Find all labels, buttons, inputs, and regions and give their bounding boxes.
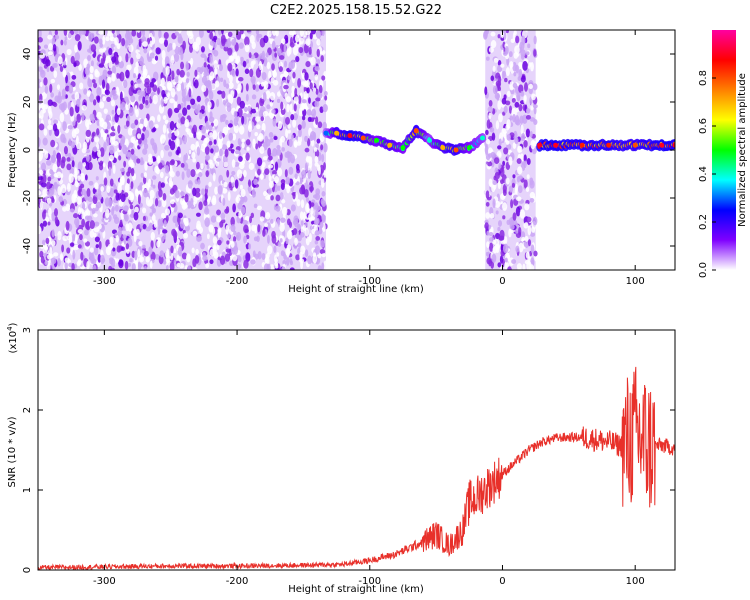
tone-point: [453, 147, 459, 153]
x-tick-label: -200: [226, 576, 249, 587]
tone-point: [537, 142, 543, 148]
y-tick-label: 0: [22, 147, 33, 153]
tone-point: [400, 145, 406, 151]
tone-point: [440, 145, 446, 151]
x-tick-label: 100: [626, 276, 645, 287]
y-tick-label: 40: [22, 48, 33, 61]
y-tick-label: 20: [22, 96, 33, 109]
x-tick-label: -300: [93, 576, 116, 587]
tone-point: [632, 142, 638, 148]
y-tick-label: 1: [22, 487, 33, 493]
tone-point: [606, 142, 612, 148]
snr-series-line: [38, 366, 675, 570]
x-tick-label: 0: [499, 276, 505, 287]
tone-point: [387, 142, 393, 148]
snr-panel: -300 -200 -100 0 100 0 1 2 3 (x104) Height of s…: [6, 322, 676, 595]
tone-point: [659, 142, 665, 148]
colorbar-tick-label: 0.4: [698, 166, 709, 182]
colorbar: 0.0 0.2 0.4 0.6 0.8 Normalized spectral ampl…: [698, 30, 748, 278]
colorbar-tick-label: 0.8: [698, 70, 709, 86]
snr-x-ticks: -300 -200 -100 0 100: [93, 330, 645, 587]
snr-x-label: Height of straight line (km): [288, 584, 424, 595]
x-tick-label: -100: [358, 576, 381, 587]
y-tick-label: 2: [22, 407, 33, 413]
spectrogram-y-label: Frequency (Hz): [7, 112, 18, 188]
colorbar-gradient: [712, 30, 736, 270]
tone-point: [360, 135, 366, 141]
y-tick-label: -20: [22, 190, 33, 206]
colorbar-tick-label: 0.2: [698, 214, 709, 230]
x-tick-label: 0: [499, 576, 505, 587]
tone-point: [373, 137, 379, 143]
y-tick-label: 0: [22, 567, 33, 573]
spectrogram-x-ticks: -300 -200 -100 0 100: [93, 30, 645, 287]
tone-point: [426, 137, 432, 143]
x-tick-label: -300: [93, 276, 116, 287]
tone-point: [579, 142, 585, 148]
tone-point: [347, 133, 353, 139]
x-tick-label: -100: [358, 276, 381, 287]
tone-point: [672, 142, 675, 148]
spectrogram-x-label: Height of straight line (km): [288, 284, 424, 295]
tone-point: [334, 130, 340, 136]
colorbar-tick-label: 0.0: [698, 262, 709, 278]
snr-y-label: SNR (10 * v/v): [7, 416, 18, 487]
spectrogram-y-ticks: -40 -20 0 20 40: [22, 48, 675, 254]
spectrogram-noise-layer: [38, 30, 538, 270]
figure-title: C2E2.2025.158.15.52.G22: [270, 3, 442, 18]
tone-point: [323, 130, 329, 136]
tone-point: [413, 128, 419, 134]
tone-point: [480, 135, 486, 141]
y-tick-label: -40: [22, 238, 33, 254]
snr-frame: [37, 329, 676, 571]
x-tick-label: -200: [226, 276, 249, 287]
snr-y-multiplier: (x104): [6, 322, 19, 353]
tone-point: [553, 142, 559, 148]
colorbar-ticks: 0.0 0.2 0.4 0.6 0.8: [698, 70, 716, 278]
colorbar-label: Normalized spectral amplitude: [737, 73, 748, 227]
tone-point: [466, 145, 472, 151]
colorbar-tick-label: 0.6: [698, 118, 709, 134]
x-tick-label: 100: [626, 576, 645, 587]
snr-y-ticks: 0 1 2 3: [22, 327, 675, 573]
y-tick-label: 3: [22, 327, 33, 333]
spectrogram-tone-layer: [322, 124, 675, 156]
